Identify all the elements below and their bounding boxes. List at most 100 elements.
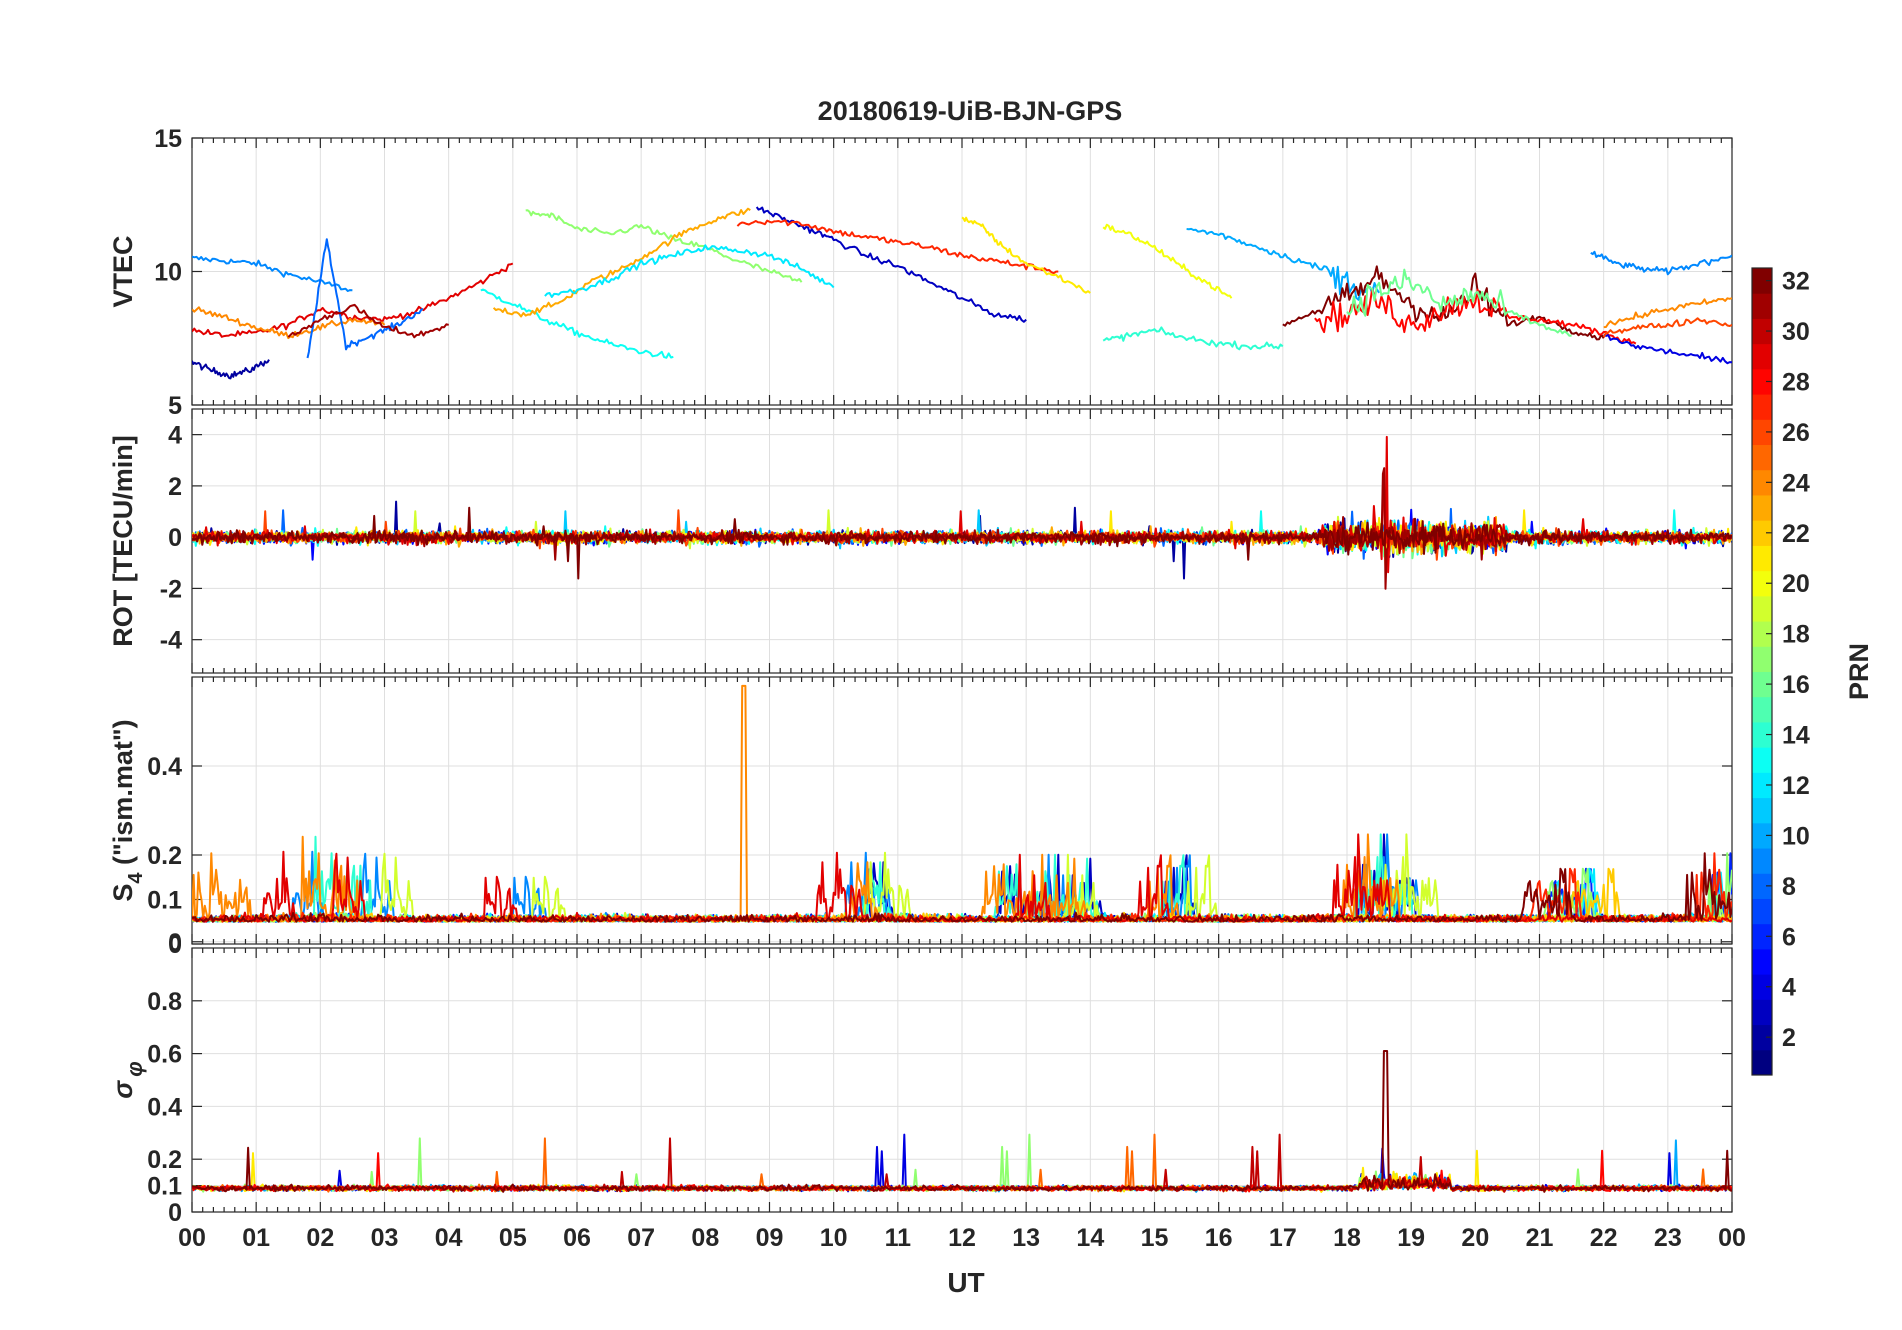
colorbar-segment [1752,268,1772,294]
vtec-trace-prn10 [1186,227,1380,301]
colorbar-tick-label: 26 [1782,419,1810,447]
x-tick-label: 05 [499,1224,527,1252]
vtec-trace-prn23 [492,207,751,318]
vtec-trace-prn21 [961,216,1091,294]
sigma-phi-y-tick-label: 0.4 [147,1093,182,1121]
vtec-trace-prn17 [525,209,803,283]
rot-trace-prn31 [192,467,1732,590]
x-axis-label: UT [947,1267,984,1298]
colorbar-tick-label: 12 [1782,772,1810,800]
s4-y-tick-label: 0.4 [147,753,182,781]
colorbar-segment [1752,747,1772,773]
x-tick-label: 23 [1654,1224,1682,1252]
sigma-phi-y-tick-label: 0.6 [147,1041,182,1069]
x-tick-label: 02 [306,1224,334,1252]
panel-rot: -4 -2 0 2 4 ROT [TECU/min] [108,408,1733,674]
colorbar-segment [1752,469,1772,496]
sigma-phi-y-tick-label: 0 [168,1199,182,1227]
x-tick-label: 17 [1269,1224,1297,1252]
vtec-y-axis-label: VTEC [108,235,138,307]
x-tick-label: 16 [1205,1224,1233,1252]
sigma-phi-trace-prn32 [192,1050,1732,1193]
colorbar-tick-label: 18 [1782,621,1810,649]
colorbar-segment [1752,721,1772,748]
x-tick-label: 03 [371,1224,399,1252]
colorbar-segment [1752,1024,1772,1051]
x-tick-label: 07 [627,1224,655,1252]
vtec-trace-prn9 [192,255,353,292]
vtec-trace-prn9 [1590,250,1732,276]
colorbar-tick-label: 6 [1782,923,1796,951]
colorbar-segment [1752,923,1772,950]
s4-y-tick-label: 0 [168,931,182,959]
colorbar-segment [1752,772,1772,799]
vtec-traces [192,206,1732,380]
vtec-trace-prn20 [1102,223,1233,299]
rot-y-tick-label: 2 [168,473,182,501]
x-tick-label: 20 [1461,1224,1489,1252]
colorbar-segment [1752,898,1772,925]
x-tick-label: 21 [1526,1224,1554,1252]
colorbar-segment [1752,646,1772,672]
s4-y-axis-label: S4 ("ism.mat") [108,719,147,901]
colorbar-segment [1752,444,1772,471]
colorbar-segment [1752,948,1772,975]
vtec-y-tick-label: 15 [154,125,182,153]
x-tick-label: 15 [1141,1224,1169,1252]
s4-y-tick-label: 0.2 [147,842,182,870]
colorbar-tick-label: 28 [1782,368,1810,396]
x-tick-label: 11 [885,1224,912,1252]
x-tick-label: 22 [1590,1224,1618,1252]
s4-y-tick-label: 0.1 [147,887,182,915]
vtec-trace-prn8 [306,238,424,359]
colorbar-segment [1752,999,1772,1026]
vtec-trace-prn4 [1603,333,1732,365]
colorbar-tick-label: 32 [1782,268,1810,296]
x-tick-label: 09 [756,1224,784,1252]
colorbar-tick-label: 8 [1782,873,1796,901]
colorbar-segment [1752,394,1772,420]
colorbar-label: PRN [1844,643,1874,700]
x-tick-label: 10 [820,1224,848,1252]
colorbar-frame [1751,267,1773,1076]
vtec-y-tick-label: 10 [154,259,182,287]
colorbar-tick-label: 16 [1782,671,1810,699]
x-tick-label: 04 [435,1224,463,1252]
colorbar-segment [1752,621,1772,647]
colorbar-segment [1752,1049,1772,1076]
panel-s4: 000.10.20.4S4 ("ism.mat") [108,676,1733,959]
colorbar-segment [1752,293,1772,319]
x-tick-label: 14 [1076,1224,1104,1252]
vtec-trace-prn24 [192,306,386,340]
colorbar-segment [1752,545,1772,572]
vtec-trace-prn12 [544,244,835,298]
colorbar-segment [1752,595,1772,622]
x-tick-label: 00 [178,1224,206,1252]
colorbar-segment [1752,368,1772,395]
x-tick-label: 13 [1012,1224,1040,1252]
colorbar-segment [1752,570,1772,597]
vtec-trace-prn14 [1102,326,1284,351]
vtec-trace-prn28 [1314,287,1637,345]
x-tick-label: 19 [1397,1224,1425,1252]
colorbar-tick-label: 20 [1782,570,1810,598]
vtec-trace-prn31 [287,303,449,339]
x-tick-label: 08 [691,1224,719,1252]
x-tick-label: 12 [948,1224,976,1252]
colorbar-tick-label: 4 [1782,974,1796,1002]
s4-y-tick-label: 0 [168,929,182,957]
vtec-trace-prn2 [192,359,270,380]
colorbar-segment [1752,974,1772,1000]
s4-traces [192,684,1732,923]
colorbar-segment [1752,494,1772,521]
colorbar-segment [1752,419,1772,446]
x-tick-label: 00 [1718,1224,1746,1252]
colorbar-segment [1752,848,1772,874]
sigma-phi-y-tick-label: 0.1 [147,1173,182,1201]
panel-vtec: 5 10 15 VTEC [108,125,1733,420]
rot-y-tick-label: 0 [168,524,182,552]
rot-y-tick-label: -4 [160,627,182,655]
colorbar-tick-label: 30 [1782,318,1810,346]
